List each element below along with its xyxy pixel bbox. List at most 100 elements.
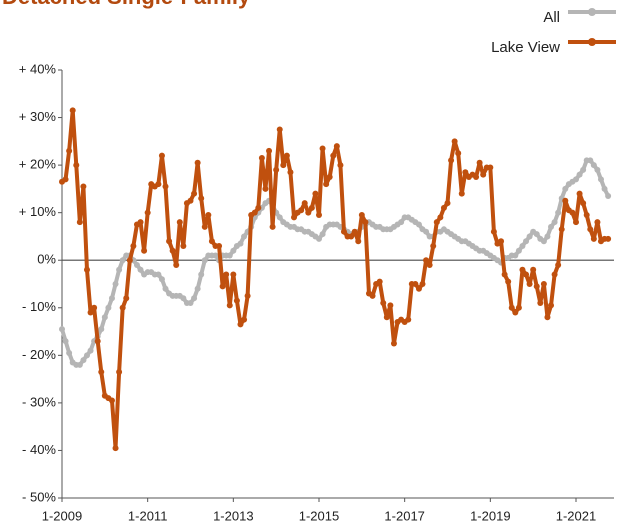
point [158, 152, 165, 159]
point [201, 223, 208, 230]
point [594, 219, 601, 226]
point [523, 238, 530, 245]
point [430, 242, 437, 249]
point [351, 228, 358, 235]
point [333, 143, 340, 150]
point [62, 338, 69, 345]
point [512, 309, 519, 316]
point [490, 228, 497, 235]
point [269, 223, 276, 230]
point [141, 247, 148, 254]
point [594, 166, 601, 173]
point [66, 147, 73, 154]
y-tick-label: 0% [37, 252, 56, 267]
point [258, 154, 265, 161]
point [515, 304, 522, 311]
point [83, 266, 90, 273]
point [283, 152, 290, 159]
point [94, 338, 101, 345]
point [519, 266, 526, 273]
point [316, 235, 322, 242]
point [212, 252, 219, 259]
point [551, 219, 558, 226]
point [512, 252, 519, 259]
x-tick-label: 1-2017 [384, 508, 424, 523]
y-tick-label: + 20% [19, 157, 57, 172]
point [276, 214, 283, 221]
x-tick-label: 1-2015 [299, 508, 339, 523]
point [576, 171, 583, 178]
legend-label: Lake View [491, 39, 560, 56]
point [444, 200, 451, 207]
x-tick-label: 1-2013 [213, 508, 253, 523]
point [251, 209, 258, 216]
point [301, 200, 308, 207]
point [473, 174, 480, 180]
point [519, 242, 526, 249]
point [280, 162, 287, 169]
point [555, 209, 562, 216]
point [380, 300, 387, 307]
point [69, 107, 76, 114]
y-tick-label: - 10% [22, 299, 56, 314]
point [590, 235, 597, 242]
point [162, 183, 169, 190]
point [208, 238, 215, 245]
point [576, 190, 583, 197]
point [326, 174, 333, 180]
y-tick-label: - 50% [22, 489, 56, 504]
point [383, 314, 390, 321]
point [569, 209, 576, 216]
legend-label: All [543, 9, 560, 26]
point [123, 295, 130, 302]
point [91, 304, 98, 311]
point [551, 271, 558, 278]
point [116, 368, 123, 375]
point [398, 219, 405, 226]
point [237, 321, 244, 328]
point [255, 204, 262, 211]
point [437, 214, 444, 221]
point [59, 326, 65, 333]
point [169, 247, 176, 254]
point [508, 304, 515, 311]
point [526, 233, 533, 240]
point [98, 326, 105, 333]
line [60, 108, 609, 451]
point [330, 152, 337, 159]
point [194, 159, 201, 166]
point [440, 204, 447, 211]
point [119, 304, 126, 311]
point [80, 357, 87, 364]
point [66, 349, 73, 356]
point [187, 300, 194, 307]
point [133, 261, 140, 268]
legend-dot [588, 38, 596, 46]
point [390, 340, 397, 347]
point [244, 292, 251, 299]
point [194, 285, 201, 292]
y-tick-label: - 40% [22, 442, 56, 457]
point [605, 193, 612, 200]
point [233, 297, 240, 304]
point [573, 219, 579, 226]
point [412, 281, 419, 287]
point [80, 183, 87, 190]
point [173, 261, 180, 268]
point [198, 271, 205, 278]
point [241, 233, 248, 240]
point [530, 266, 537, 273]
point [76, 361, 83, 368]
point [523, 271, 530, 278]
point [348, 233, 355, 240]
point [126, 257, 133, 264]
point [515, 247, 522, 254]
point [533, 231, 540, 238]
point [480, 171, 487, 178]
point [262, 185, 269, 192]
point [180, 242, 187, 249]
point [583, 212, 590, 219]
legend-dot [588, 8, 596, 16]
point [216, 242, 223, 249]
